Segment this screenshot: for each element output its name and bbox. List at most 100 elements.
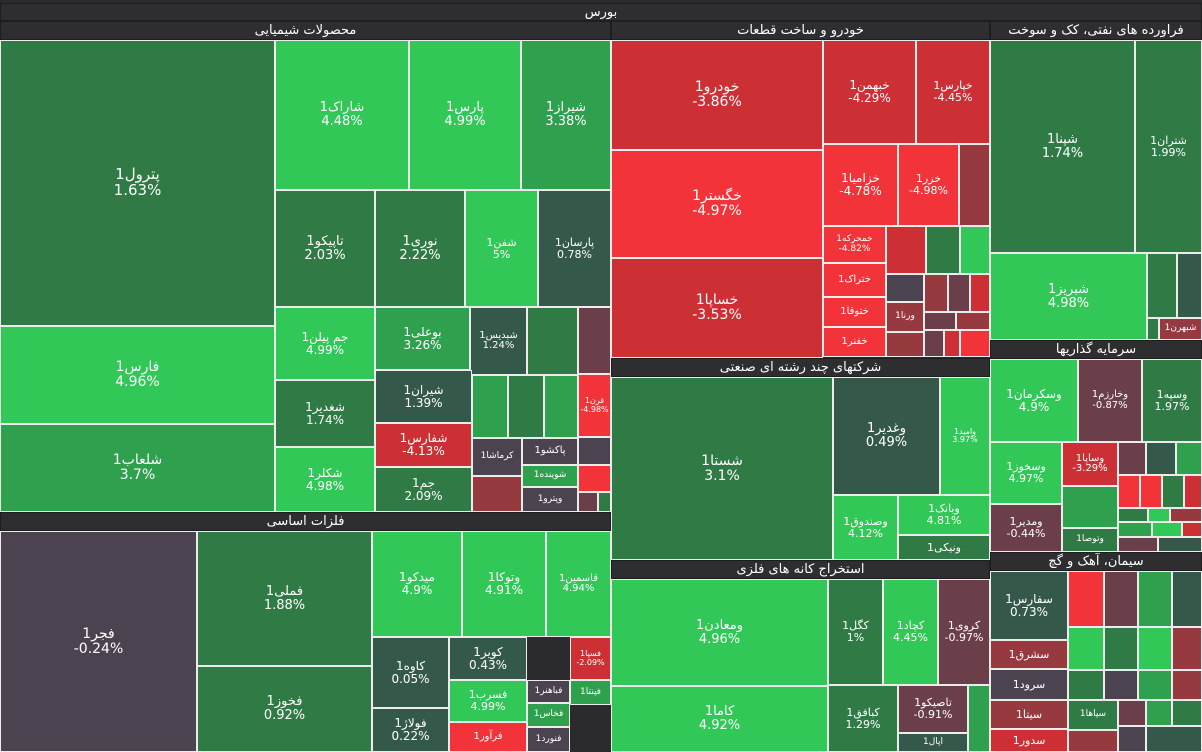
treemap-tile[interactable] <box>1104 670 1138 700</box>
tile-vipetro1[interactable]: وپترو1 <box>522 487 578 512</box>
tile-vamid1[interactable]: وامید1 3.97% <box>940 377 990 495</box>
tile-khesapa1[interactable]: خساپا1 -3.53% <box>611 258 823 358</box>
tile-noori1[interactable]: نوری1 2.22% <box>375 190 465 307</box>
treemap-tile[interactable] <box>1177 253 1202 318</box>
tile-vatosaa1[interactable]: وتوصا1 <box>1062 528 1118 552</box>
treemap-tile[interactable] <box>1146 700 1172 726</box>
tile-pakshoo1[interactable]: پاکشو1 <box>522 438 578 465</box>
treemap-tile[interactable] <box>886 274 924 302</box>
tile-vesandoogh1[interactable]: وصندوق1 4.12% <box>833 495 898 560</box>
tile-vernaa1[interactable]: ورنا1 <box>886 302 924 332</box>
tile-jampilen1[interactable]: جم پیلن1 4.99% <box>275 307 375 380</box>
sector-header-investment[interactable]: سرمایه گذاریها <box>990 340 1202 359</box>
tile-parsan1[interactable]: پارسان1 0.78% <box>538 190 611 307</box>
tile-sharak1[interactable]: شاراک1 4.48% <box>275 40 409 190</box>
sector-header-basic_metals[interactable]: فلزات اساسی <box>0 512 611 531</box>
tile-kavir1[interactable]: کویر1 0.43% <box>449 637 527 680</box>
treemap-tile[interactable] <box>472 476 522 512</box>
tile-fameli1[interactable]: فملی1 1.88% <box>197 531 372 666</box>
treemap-tile[interactable] <box>960 226 990 274</box>
tile-tapiko1[interactable]: تاپیکو1 2.03% <box>275 190 375 307</box>
treemap-tile[interactable] <box>1104 627 1138 670</box>
sector-header-auto[interactable]: خودرو و ساخت قطعات <box>611 21 990 40</box>
treemap-tile[interactable] <box>1162 475 1184 508</box>
tile-apal1[interactable]: اپال1 <box>898 733 968 752</box>
tile-vaskhooz1[interactable]: وسخوز1 4.97% <box>990 442 1062 504</box>
tile-khefnar1[interactable]: خفنر1 <box>823 327 886 357</box>
tile-shina1[interactable]: شپنا1 1.74% <box>990 40 1135 253</box>
tile-shafars1[interactable]: شفارس1 -4.13% <box>375 423 472 467</box>
treemap-tile[interactable] <box>944 330 960 357</box>
tile-kegol1[interactable]: کگل1 1% <box>828 579 883 685</box>
treemap-tile[interactable] <box>1147 253 1177 318</box>
treemap-tile[interactable] <box>1152 522 1182 537</box>
tile-khmehrkeh1[interactable]: خمحرکه1 -4.82% <box>823 226 886 263</box>
treemap-tile[interactable] <box>1068 571 1104 627</box>
sector-header-chemicals[interactable]: محصولات شیمیایی <box>0 21 611 40</box>
tile-vamaaden1[interactable]: ومعادن1 4.96% <box>611 579 828 686</box>
tile-kermasha1[interactable]: کرماشا1 <box>472 438 522 476</box>
tile-shasta1[interactable]: شستا1 3.1% <box>611 377 833 560</box>
tile-sadoor1[interactable]: سدور1 <box>990 729 1068 752</box>
tile-sita1[interactable]: سیتا1 <box>990 700 1068 729</box>
tile-vaniki1[interactable]: ونیکی1 <box>898 535 990 560</box>
treemap-tile[interactable] <box>578 437 611 465</box>
treemap-tile[interactable] <box>1148 508 1170 522</box>
treemap-tile[interactable] <box>1140 475 1162 508</box>
treemap-tile[interactable] <box>1184 475 1202 508</box>
sector-header-cement[interactable]: سیمان، آهک و گچ <box>990 552 1202 571</box>
tile-fabahonar1[interactable]: فباهنر1 <box>527 680 570 703</box>
tile-fanord1[interactable]: فنورد1 <box>527 727 570 752</box>
treemap-tile[interactable] <box>960 330 990 357</box>
treemap-tile[interactable] <box>926 226 960 274</box>
treemap-tile[interactable] <box>886 226 926 274</box>
tile-midco1[interactable]: میدکو1 4.9% <box>372 531 462 637</box>
tile-shoyandeh1[interactable]: شوینده1 <box>522 465 578 487</box>
tile-ghasemin1[interactable]: قاسمین1 4.94% <box>546 531 611 637</box>
tile-booali1[interactable]: بوعلی1 3.26% <box>375 307 470 370</box>
tile-kechad1[interactable]: کچاد1 4.45% <box>883 579 938 685</box>
tile-shebahran1[interactable]: شبهرن1 <box>1159 318 1202 340</box>
tile-vamadir1[interactable]: ومدیر1 -0.44% <box>990 504 1062 552</box>
treemap-tile[interactable] <box>1068 627 1104 670</box>
treemap-tile[interactable] <box>1158 537 1202 552</box>
tile-khodro1[interactable]: خودرو1 -3.86% <box>611 40 823 150</box>
tile-fakhas1[interactable]: فخاس1 <box>527 703 570 727</box>
treemap-tile[interactable] <box>1068 730 1118 752</box>
tile-petrol1[interactable]: پترول1 1.63% <box>0 40 275 326</box>
treemap-tile[interactable] <box>1170 508 1202 522</box>
treemap-tile[interactable] <box>886 332 924 357</box>
tile-shafan1[interactable]: شفن1 5% <box>465 190 538 307</box>
treemap-tile[interactable] <box>1182 522 1202 537</box>
tile-shabriz1[interactable]: شبریز1 4.98% <box>990 253 1147 340</box>
tile-shaddir1[interactable]: شغدیر1 1.74% <box>275 380 375 447</box>
tile-vasapa1[interactable]: وساپا1 -3.29% <box>1062 442 1118 486</box>
tile-vakharazm1[interactable]: وخارزم1 -0.87% <box>1078 359 1142 442</box>
treemap-tile[interactable] <box>1172 571 1202 627</box>
tile-fakhooz1[interactable]: فخوز1 0.92% <box>197 666 372 752</box>
treemap-tile[interactable] <box>1146 442 1176 475</box>
treemap-tile[interactable] <box>948 274 970 312</box>
treemap-tile[interactable] <box>1172 627 1202 670</box>
tile-serood1[interactable]: سرود1 <box>990 669 1068 700</box>
treemap-tile[interactable] <box>1138 670 1172 700</box>
tile-shabdis1[interactable]: شبدیس1 1.24% <box>470 307 527 375</box>
sector-header-mining[interactable]: استخراج کانه های فلزی <box>611 560 990 579</box>
tile-kerooy1[interactable]: کروی1 -0.97% <box>938 579 990 685</box>
tile-fesa1[interactable]: فسپا1 -2.09% <box>570 637 611 680</box>
treemap-tile[interactable] <box>968 685 990 752</box>
tile-ghorn1[interactable]: قرن1 -4.98% <box>578 374 611 437</box>
tile-kama1[interactable]: کاما1 4.92% <box>611 686 828 752</box>
tile-khazamia1[interactable]: خزامیا1 -4.78% <box>823 144 898 226</box>
treemap-tile[interactable] <box>598 492 611 512</box>
tile-tapiko_t[interactable]: تاصیکو1 -0.91% <box>898 685 968 733</box>
tile-vetooka1[interactable]: وتوکا1 4.91% <box>462 531 546 637</box>
treemap-tile[interactable] <box>1118 726 1146 752</box>
tile-vaghdir1[interactable]: وغدیر1 0.49% <box>833 377 940 495</box>
tile-khetoga1[interactable]: ختوقا1 <box>823 297 886 327</box>
treemap-tile[interactable] <box>472 375 508 438</box>
treemap-tile[interactable] <box>1172 700 1202 726</box>
treemap-tile[interactable] <box>544 375 578 438</box>
treemap-tile[interactable] <box>1068 670 1104 700</box>
tile-faravar1[interactable]: فرآور1 <box>449 722 527 752</box>
